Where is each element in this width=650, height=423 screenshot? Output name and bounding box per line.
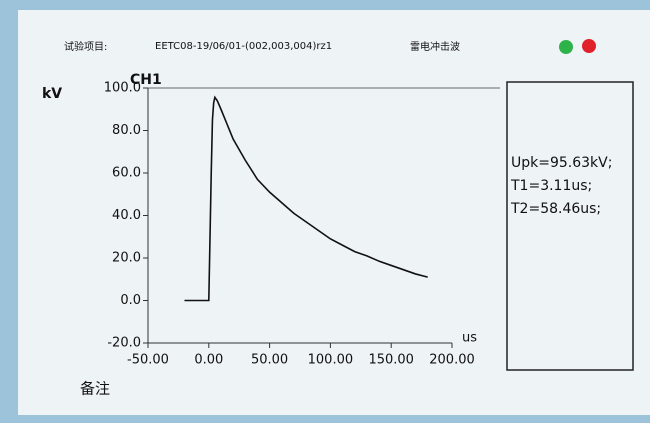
y-tick-label: 20.0 <box>112 251 141 266</box>
x-tick-label: 150.00 <box>368 353 414 368</box>
item-value: EETC08-19/06/01-(002,003,004)rz1 <box>155 41 332 52</box>
y-tick-label: 40.0 <box>112 208 141 223</box>
x-tick-label: 50.00 <box>251 353 288 368</box>
y-tick-label: 0.0 <box>120 293 141 308</box>
x-tick-label: -50.00 <box>127 353 169 368</box>
wave-type: 雷电冲击波 <box>410 40 460 53</box>
x-label: us <box>462 331 477 346</box>
y-tick-label: -20.0 <box>107 336 141 351</box>
x-tick-label: 100.00 <box>308 353 354 368</box>
y-label: kV <box>42 86 62 102</box>
y-tick-label: 100.0 <box>104 81 141 96</box>
result: Upk=95.63kV; <box>511 155 612 171</box>
x-tick-label: 0.00 <box>194 353 223 368</box>
y-tick-label: 80.0 <box>112 123 141 138</box>
remark: 备注 <box>80 380 110 398</box>
item-label: 试验项目: <box>64 40 107 53</box>
status-red <box>582 39 596 53</box>
page: 试验项目: EETC08-19/06/01-(002,003,004)rz1 雷… <box>0 0 650 419</box>
screen: 试验项目: EETC08-19/06/01-(002,003,004)rz1 雷… <box>0 0 650 419</box>
x-tick-label: 200.00 <box>429 353 475 368</box>
result: T1=3.11us; <box>510 178 592 194</box>
status-green <box>559 40 573 54</box>
y-tick-label: 60.0 <box>112 166 141 181</box>
result: T2=58.46us; <box>510 201 601 217</box>
